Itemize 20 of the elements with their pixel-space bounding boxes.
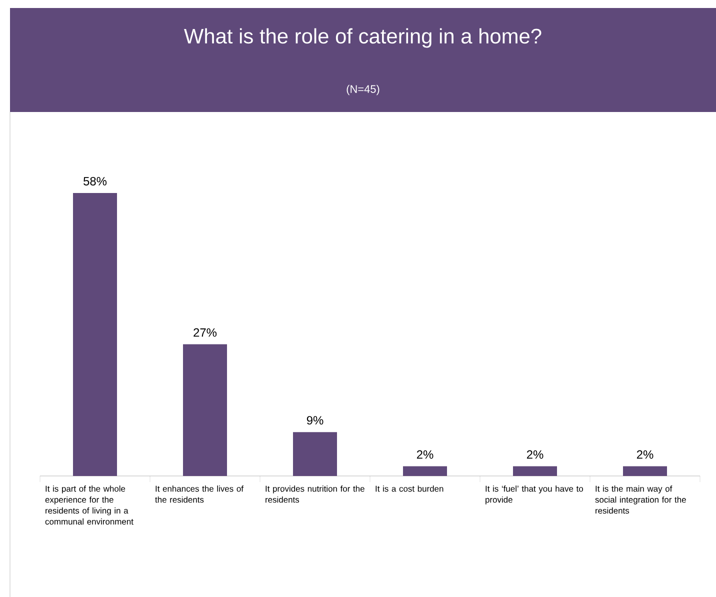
data-label: 58% — [84, 176, 107, 186]
x-tick-label: It is ‘fuel’ that you have to provide — [486, 486, 584, 504]
data-label: 2% — [636, 450, 654, 459]
x-tick-label: It is the main way of social integration for the residents — [595, 486, 686, 514]
data-label: 2% — [526, 450, 544, 459]
x-tick-label: It enhances the lives of the residents — [155, 486, 244, 503]
data-label: 27% — [194, 328, 217, 337]
chart-subtitle: (N=45) — [346, 84, 380, 96]
bar — [513, 466, 558, 476]
chart-title: What is the role of catering in a home? — [184, 28, 542, 48]
x-tick-label: It provides nutrition for the residents — [266, 486, 364, 503]
bar — [293, 432, 338, 476]
x-tick-label: It is a cost burden — [376, 486, 444, 492]
bar — [73, 192, 118, 476]
data-label: 9% — [306, 416, 324, 425]
data-label: 2% — [416, 450, 434, 459]
bar — [623, 466, 667, 476]
bar — [403, 466, 448, 476]
x-tick-label: It is part of the whole experience for the residents of living in a communal environment — [45, 486, 134, 525]
bar — [183, 344, 228, 476]
